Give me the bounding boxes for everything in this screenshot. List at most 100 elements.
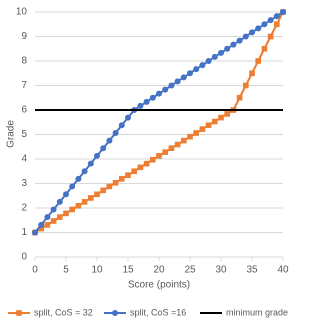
point	[131, 168, 137, 175]
point	[193, 66, 200, 73]
point	[112, 130, 119, 137]
point	[267, 17, 274, 24]
point	[199, 62, 206, 69]
x-tick-label: 5	[63, 265, 69, 276]
point	[255, 58, 261, 64]
point	[205, 122, 212, 128]
x-axis-title: Score (points)	[128, 280, 190, 291]
point	[50, 218, 57, 224]
point	[50, 206, 57, 213]
point	[211, 53, 218, 60]
x-tick-label: 25	[184, 265, 196, 276]
point	[236, 94, 243, 101]
x-tick-label: 20	[153, 265, 165, 276]
point	[69, 206, 75, 213]
point	[57, 214, 63, 220]
point	[162, 86, 169, 93]
point	[150, 156, 156, 163]
point	[274, 21, 280, 28]
point	[180, 74, 187, 81]
point	[125, 114, 131, 121]
y-tick-label: 3	[21, 178, 27, 189]
point	[156, 153, 162, 159]
point	[106, 137, 113, 144]
point	[218, 49, 224, 56]
point	[56, 198, 63, 205]
point	[174, 78, 181, 85]
y-tick-label: 0	[21, 252, 27, 263]
point	[187, 133, 193, 140]
point	[63, 210, 69, 217]
x-tick-label: 15	[122, 265, 134, 276]
point	[44, 214, 51, 221]
y-tick-label: 2	[21, 203, 27, 214]
point	[230, 41, 237, 48]
x-tick-label: 30	[215, 265, 227, 276]
point	[174, 141, 181, 148]
point	[255, 25, 262, 32]
point	[168, 145, 175, 152]
point	[94, 191, 100, 198]
legend-marker	[16, 310, 22, 316]
point	[143, 98, 150, 105]
point	[137, 164, 144, 171]
point	[205, 58, 212, 64]
point	[273, 13, 280, 20]
x-tick-label: 0	[32, 265, 38, 276]
point	[75, 175, 82, 182]
point	[44, 222, 51, 228]
point	[94, 152, 100, 159]
y-tick-label: 6	[21, 105, 27, 116]
point	[168, 82, 175, 89]
point	[218, 114, 224, 121]
point	[249, 70, 255, 77]
y-axis-title: Grade	[6, 120, 17, 148]
point	[162, 149, 168, 155]
point	[75, 202, 82, 209]
point	[261, 21, 268, 28]
point	[112, 179, 119, 186]
point	[81, 199, 88, 205]
legend-marker	[112, 310, 118, 316]
point	[224, 45, 231, 52]
chart: Grade Score (points) 0 1 2 3 4 5 6 7 8 9 10 0 5 10 15 2…	[0, 0, 300, 330]
point	[199, 126, 206, 132]
point	[181, 137, 187, 144]
point	[156, 90, 162, 97]
point	[224, 111, 230, 117]
y-tick-label: 7	[21, 80, 27, 91]
point	[149, 94, 156, 101]
point	[63, 191, 69, 198]
point	[236, 37, 243, 44]
x-tick-label: 40	[277, 265, 289, 276]
point	[32, 229, 38, 236]
x-tick-label: 35	[246, 265, 258, 276]
y-tick-label: 1	[21, 227, 27, 238]
point	[87, 160, 94, 167]
point	[81, 168, 88, 175]
legend-label: split, CoS = 32	[34, 307, 93, 317]
point	[100, 187, 106, 194]
point	[119, 176, 125, 182]
point	[261, 45, 268, 52]
point	[88, 195, 94, 201]
point	[38, 225, 44, 232]
y-tick-label: 10	[16, 7, 28, 18]
y-tick-label: 4	[21, 154, 27, 165]
point	[125, 172, 131, 178]
point	[212, 118, 218, 125]
point	[242, 33, 249, 40]
legend-label: split, CoS =16	[130, 307, 186, 317]
point	[243, 82, 249, 89]
point	[106, 183, 113, 190]
point	[249, 29, 255, 36]
point	[143, 160, 150, 167]
background	[0, 0, 300, 330]
point	[100, 145, 107, 152]
y-tick-label: 9	[21, 31, 27, 42]
x-tick-label: 10	[91, 265, 103, 276]
y-tick-label: 5	[21, 129, 27, 140]
point	[267, 33, 274, 40]
y-tick-label: 8	[21, 56, 27, 67]
point	[118, 122, 125, 129]
